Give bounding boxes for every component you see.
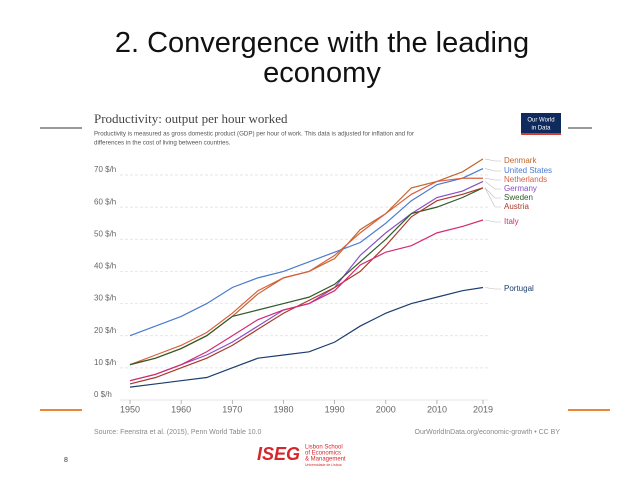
legend-label: Italy [504, 217, 519, 226]
label-connector [484, 177, 501, 181]
y-tick-label: 40 $/h [94, 262, 116, 271]
logo-mark: ISEG [257, 444, 300, 464]
label-connector [484, 287, 501, 290]
logo-text: Universidade de Lisboa [305, 463, 342, 467]
owid-badge-text: Our World [527, 118, 554, 124]
legend-label: Portugal [504, 284, 534, 293]
logo-text: of Economics [305, 451, 341, 457]
logo-text: Lisbon School [305, 445, 343, 451]
series-line [129, 180, 484, 382]
series-line [129, 187, 484, 385]
label-connector [484, 181, 501, 190]
y-tick-label: 0 $/h [94, 390, 112, 399]
y-tick-label: 10 $/h [94, 358, 116, 367]
legend-label: Austria [504, 202, 529, 211]
x-tick-label: 1960 [171, 404, 191, 414]
chart-subtitle: differences in the cost of living betwee… [94, 140, 231, 147]
slide-title: 2. Convergence with the leading economy [114, 27, 530, 89]
y-tick-label: 50 $/h [94, 229, 116, 238]
legend-label: Germany [504, 184, 537, 193]
owid-badge [521, 113, 561, 135]
label-connector [484, 158, 501, 162]
chart-footer-bg [82, 410, 568, 442]
y-tick-label: 30 $/h [94, 294, 116, 303]
chart-credit: OurWorldInData.org/economic-growth • CC … [415, 429, 561, 436]
label-connector [484, 187, 501, 199]
y-tick-label: 70 $/h [94, 165, 116, 174]
series-line [129, 168, 484, 337]
logo-text: & Management [305, 457, 346, 463]
x-tick-label: 2019 [473, 404, 493, 414]
y-tick-label: 60 $/h [94, 197, 116, 206]
owid-badge-bar [521, 133, 561, 135]
x-tick-label: 2010 [427, 404, 447, 414]
series-line [129, 177, 483, 366]
legend-label: Netherlands [504, 175, 547, 184]
legend-label: Sweden [504, 193, 533, 202]
x-tick-label: 2000 [376, 404, 396, 414]
label-connector [484, 187, 501, 208]
chart-title: Productivity: output per hour worked [94, 111, 288, 126]
series-line [129, 187, 484, 366]
chart-subtitle: Productivity is measured as gross domest… [94, 131, 414, 138]
label-connector [484, 219, 501, 223]
page-number: 8 [64, 457, 68, 464]
y-tick-label: 20 $/h [94, 326, 116, 335]
series-line [129, 286, 484, 388]
x-tick-label: 1980 [273, 404, 293, 414]
owid-badge-text: in Data [531, 126, 551, 132]
x-tick-label: 1950 [120, 404, 140, 414]
chart-source: Source: Feenstra et al. (2015), Penn Wor… [94, 429, 262, 436]
series-line [129, 158, 484, 366]
legend-label: Denmark [504, 156, 537, 165]
series-line [129, 219, 484, 382]
x-tick-label: 1970 [222, 404, 242, 414]
label-connector [484, 168, 501, 172]
legend-label: United States [504, 166, 552, 175]
x-tick-label: 1990 [325, 404, 345, 414]
